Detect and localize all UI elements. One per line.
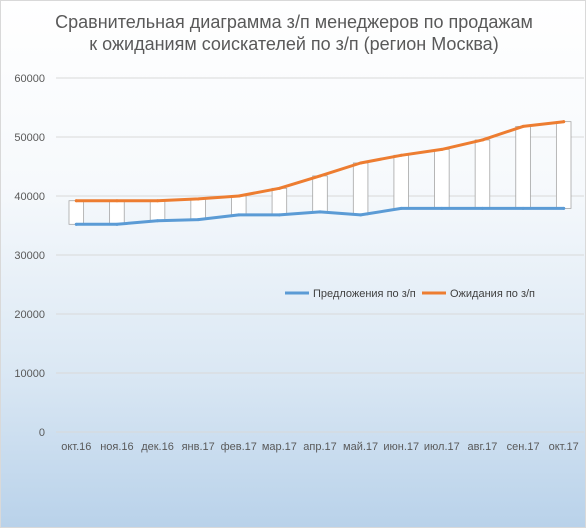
up-down-bar [515, 125, 531, 209]
up-down-bar [271, 187, 288, 216]
up-down-bar [149, 200, 166, 222]
data-point [440, 147, 444, 151]
x-tick-label: фев.17 [221, 441, 257, 453]
x-tick-label: июл.17 [424, 441, 460, 453]
data-point [277, 213, 281, 217]
y-tick-label: 0 [39, 427, 45, 439]
data-point [318, 210, 322, 214]
data-point [562, 206, 566, 210]
data-point [480, 138, 484, 142]
up-down-bar [434, 148, 450, 209]
x-tick-label: мар.17 [262, 441, 297, 453]
legend-label-0: Предложения по з/п [313, 288, 416, 300]
data-point [115, 222, 119, 226]
up-down-bar [474, 139, 491, 209]
data-point [399, 153, 403, 157]
up-down-bar [190, 198, 206, 220]
x-tick-label: окт.16 [61, 441, 91, 453]
legend-label-1: Ожидания по з/п [450, 288, 535, 300]
data-point [156, 219, 160, 223]
up-down-bar [312, 175, 328, 213]
x-tick-label: апр.17 [303, 441, 336, 453]
y-tick-label: 10000 [14, 368, 45, 380]
data-point [237, 194, 241, 198]
data-point [440, 206, 444, 210]
data-point [115, 199, 119, 203]
x-tick-label: янв.17 [182, 441, 215, 453]
y-tick-label: 60000 [14, 73, 45, 85]
data-point [277, 186, 281, 190]
x-tick-label: авг.17 [467, 441, 497, 453]
y-tick-label: 30000 [14, 250, 45, 262]
data-point [74, 199, 78, 203]
data-point [359, 161, 363, 165]
data-point [237, 213, 241, 217]
data-point [521, 124, 525, 128]
x-tick-label: окт.17 [549, 441, 579, 453]
x-tick-label: дек.16 [141, 441, 174, 453]
data-point [196, 197, 200, 201]
up-down-bar [555, 121, 572, 209]
data-point [318, 174, 322, 178]
chart-title: Сравнительная диаграмма з/п менеджеров п… [1, 11, 586, 55]
y-tick-label: 40000 [14, 191, 45, 203]
up-down-bar [393, 154, 409, 209]
data-point [521, 206, 525, 210]
data-point [74, 222, 78, 226]
data-point [359, 213, 363, 217]
data-point [156, 199, 160, 203]
chart-title-line-2: к ожиданиям соискателей по з/п (регион М… [89, 34, 499, 54]
up-down-bar [231, 195, 247, 216]
up-down-bar [109, 200, 125, 225]
up-down-bar [68, 200, 85, 225]
data-point [196, 218, 200, 222]
x-tick-label: июн.17 [383, 441, 419, 453]
data-point [480, 206, 484, 210]
y-tick-label: 50000 [14, 132, 45, 144]
data-point [562, 120, 566, 124]
y-tick-label: 20000 [14, 309, 45, 321]
x-tick-label: ноя.16 [100, 441, 133, 453]
chart-title-line-1: Сравнительная диаграмма з/п менеджеров п… [55, 12, 533, 32]
up-down-bar [352, 162, 369, 216]
data-point [399, 206, 403, 210]
x-tick-label: май.17 [343, 441, 378, 453]
x-tick-label: сен.17 [507, 441, 540, 453]
